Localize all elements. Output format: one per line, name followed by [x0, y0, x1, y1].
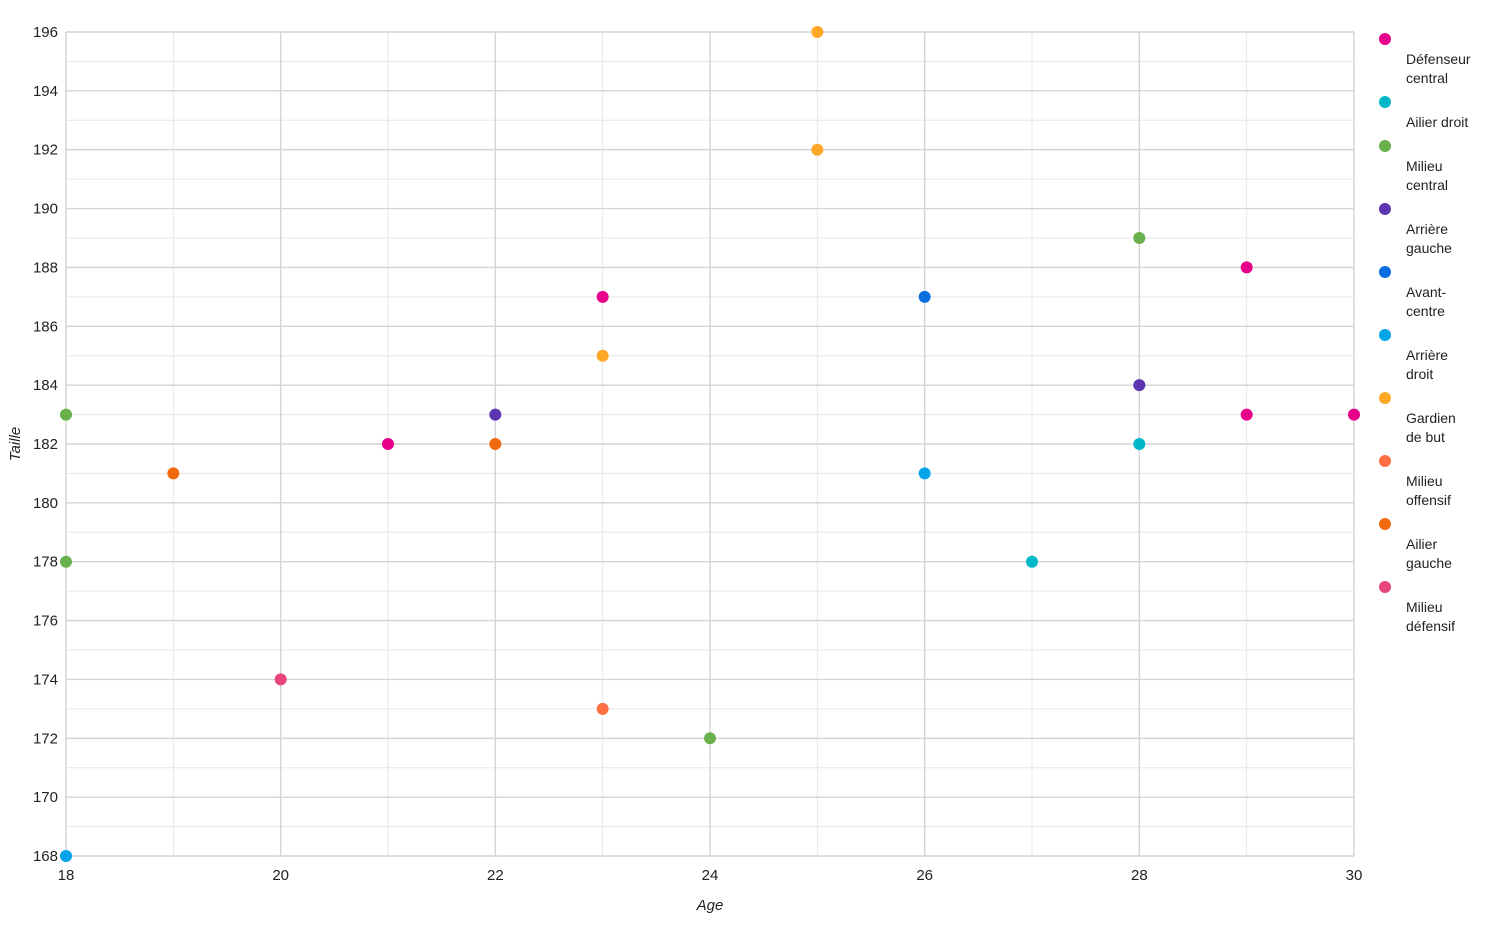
legend-entry: Arrière gauche [1379, 203, 1452, 256]
legend-label: Milieu [1406, 158, 1443, 174]
x-tick-label: 18 [58, 867, 75, 884]
legend-marker [1379, 96, 1391, 108]
data-point [1026, 555, 1038, 568]
data-point [60, 555, 72, 568]
y-tick-label: 184 [33, 377, 58, 394]
legend: Défenseur central Ailier droit Milieu centra… [1379, 33, 1471, 634]
data-point [596, 702, 609, 715]
data-point [60, 850, 72, 862]
legend-label: gauche [1406, 555, 1452, 571]
legend-marker [1379, 140, 1391, 152]
data-point [596, 349, 609, 362]
data-point [1240, 408, 1253, 421]
y-tick-label: 168 [33, 848, 58, 865]
legend-label: offensif [1406, 492, 1451, 508]
legend-label: Avant- [1406, 284, 1447, 300]
axes: 18 20 22 24 26 28 30 168 170 172 174 176 178 180 182 18… [33, 24, 1362, 884]
legend-label: Défenseur [1406, 51, 1471, 67]
legend-label: Arrière [1406, 221, 1448, 237]
y-tick-label: 186 [33, 318, 58, 335]
legend-label: défensif [1406, 618, 1455, 634]
legend-marker [1379, 33, 1391, 45]
legend-label: centre [1406, 303, 1445, 319]
legend-marker [1379, 581, 1391, 593]
x-axis-title: Age [696, 897, 724, 914]
legend-marker [1379, 329, 1391, 341]
legend-label: de but [1406, 429, 1445, 445]
legend-marker [1379, 392, 1391, 404]
y-tick-label: 194 [33, 83, 58, 100]
legend-entry: Avant-centre [1379, 266, 1447, 319]
data-point [489, 408, 502, 421]
y-axis-title: Taille [7, 427, 24, 461]
legend-label: Milieu [1406, 599, 1443, 615]
legend-entry: Milieu central [1379, 140, 1448, 193]
x-tick-label: 30 [1346, 867, 1363, 884]
data-point [60, 408, 72, 421]
data-point [382, 438, 394, 450]
legend-label: Ailier [1406, 536, 1437, 552]
y-tick-label: 192 [33, 142, 58, 159]
legend-label: Milieu [1406, 473, 1443, 489]
x-tick-label: 20 [272, 867, 289, 884]
legend-entry: Défenseur central [1379, 33, 1471, 86]
y-tick-label: 178 [33, 554, 58, 571]
legend-marker [1379, 518, 1391, 530]
y-tick-label: 188 [33, 259, 58, 276]
x-tick-label: 24 [702, 867, 719, 884]
legend-label: central [1406, 70, 1448, 86]
data-point [918, 290, 931, 303]
x-tick-label: 26 [916, 867, 933, 884]
legend-label: Arrière [1406, 347, 1448, 363]
legend-entry: Gardien de but [1379, 392, 1456, 445]
y-tick-label: 180 [33, 495, 58, 512]
legend-entry: Milieu défensif [1379, 581, 1455, 634]
data-point [596, 290, 609, 303]
y-tick-label: 190 [33, 201, 58, 218]
legend-label: central [1406, 177, 1448, 193]
legend-label: Gardien [1406, 410, 1456, 426]
data-points [60, 26, 1360, 862]
y-tick-label: 172 [33, 730, 58, 747]
legend-label: Ailier droit [1406, 114, 1468, 130]
data-point [1133, 438, 1146, 450]
legend-marker [1379, 266, 1391, 278]
legend-marker [1379, 203, 1391, 215]
legend-label: droit [1406, 366, 1433, 382]
data-point [489, 438, 502, 450]
data-point [918, 467, 931, 480]
x-tick-label: 22 [487, 867, 504, 884]
data-point [1133, 379, 1146, 392]
y-tick-label: 196 [33, 24, 58, 41]
data-point [1133, 232, 1146, 244]
data-point [1348, 408, 1360, 421]
y-tick-label: 174 [33, 671, 58, 688]
x-tick-label: 28 [1131, 867, 1148, 884]
legend-entry: Ailier droit [1379, 96, 1468, 130]
legend-entry: Arrière droit [1379, 329, 1448, 382]
data-point [811, 143, 824, 156]
y-tick-label: 176 [33, 613, 58, 630]
data-point [274, 673, 287, 686]
y-tick-label: 182 [33, 436, 58, 453]
legend-entry: Milieu offensif [1379, 455, 1451, 508]
legend-entry: Ailier gauche [1379, 518, 1452, 571]
data-point [167, 467, 180, 480]
grid [65, 31, 1355, 857]
legend-marker [1379, 455, 1391, 467]
data-point [704, 732, 716, 745]
legend-label: gauche [1406, 240, 1452, 256]
data-point [811, 26, 824, 38]
y-tick-label: 170 [33, 789, 58, 806]
data-point [1240, 261, 1253, 274]
